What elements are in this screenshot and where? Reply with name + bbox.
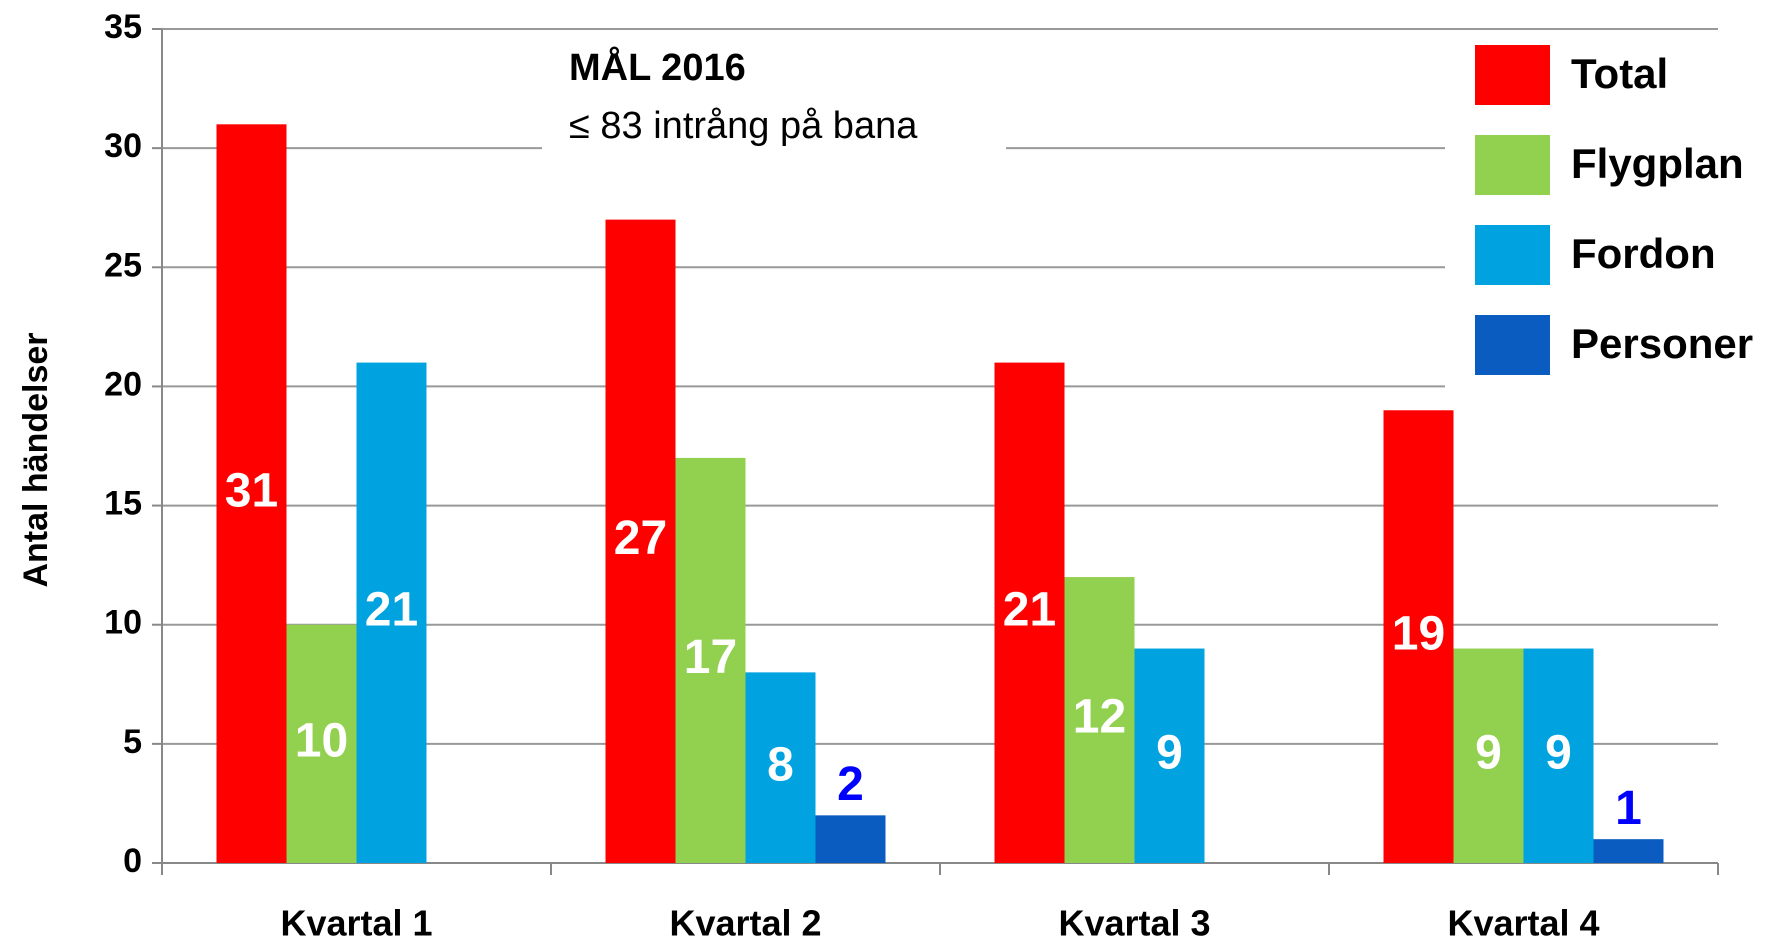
bar	[1523, 648, 1594, 863]
bar	[1593, 839, 1664, 863]
legend-swatch	[1475, 315, 1550, 375]
bar	[745, 672, 816, 863]
bar	[216, 124, 287, 864]
data-label: 21	[365, 583, 418, 636]
bar	[286, 624, 357, 863]
y-axis-label: Antal händelser	[17, 332, 55, 587]
data-label: 2	[837, 758, 864, 811]
data-label: 19	[1392, 607, 1445, 660]
annotation-bg	[542, 40, 1006, 155]
y-tick-label: 25	[104, 246, 142, 284]
bar	[815, 815, 886, 863]
x-tick-label: Kvartal 1	[280, 903, 432, 943]
y-tick-label: 0	[123, 842, 142, 880]
legend-label: Flygplan	[1571, 140, 1744, 187]
data-label: 9	[1156, 726, 1183, 779]
x-tick-label: Kvartal 2	[669, 903, 821, 943]
data-label: 1	[1615, 782, 1642, 835]
bar	[1064, 577, 1135, 863]
y-tick-label: 10	[104, 604, 142, 642]
bar	[994, 362, 1065, 863]
legend-label: Personer	[1571, 320, 1753, 367]
annotation-text: ≤ 83 intrång på bana	[569, 105, 918, 147]
bar	[356, 362, 427, 863]
bar	[1383, 410, 1454, 863]
x-tick-label: Kvartal 4	[1447, 903, 1599, 943]
legend-swatch	[1475, 135, 1550, 195]
data-label: 9	[1475, 726, 1502, 779]
legend-label: Total	[1571, 50, 1668, 97]
x-tick-label: Kvartal 3	[1058, 903, 1210, 943]
data-label: 17	[684, 631, 737, 684]
bar	[1134, 648, 1205, 863]
data-label: 31	[225, 464, 278, 517]
data-label: 21	[1003, 583, 1056, 636]
data-label: 12	[1073, 691, 1126, 744]
bar	[1453, 648, 1524, 863]
data-label: 27	[614, 512, 667, 565]
data-label: 9	[1545, 726, 1572, 779]
y-tick-label: 15	[104, 485, 142, 523]
y-tick-label: 35	[104, 8, 142, 46]
legend-swatch	[1475, 45, 1550, 105]
bar	[605, 219, 676, 864]
legend-label: Fordon	[1571, 230, 1716, 277]
legend-swatch	[1475, 225, 1550, 285]
y-tick-label: 20	[104, 365, 142, 403]
data-label: 8	[767, 738, 794, 791]
bar	[675, 457, 746, 863]
y-tick-label: 5	[123, 723, 142, 761]
data-label: 10	[295, 715, 348, 768]
annotation-title: MÅL 2016	[569, 45, 746, 89]
y-tick-label: 30	[104, 127, 142, 165]
